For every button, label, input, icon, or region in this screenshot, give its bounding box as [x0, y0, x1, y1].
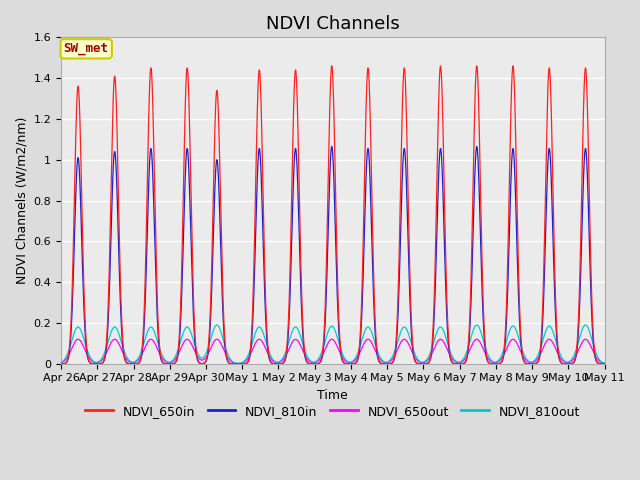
Y-axis label: NDVI Channels (W/m2/nm): NDVI Channels (W/m2/nm) — [15, 117, 28, 284]
Legend: NDVI_650in, NDVI_810in, NDVI_650out, NDVI_810out: NDVI_650in, NDVI_810in, NDVI_650out, NDV… — [81, 400, 586, 423]
Title: NDVI Channels: NDVI Channels — [266, 15, 400, 33]
Text: SW_met: SW_met — [64, 42, 109, 55]
X-axis label: Time: Time — [317, 389, 348, 402]
